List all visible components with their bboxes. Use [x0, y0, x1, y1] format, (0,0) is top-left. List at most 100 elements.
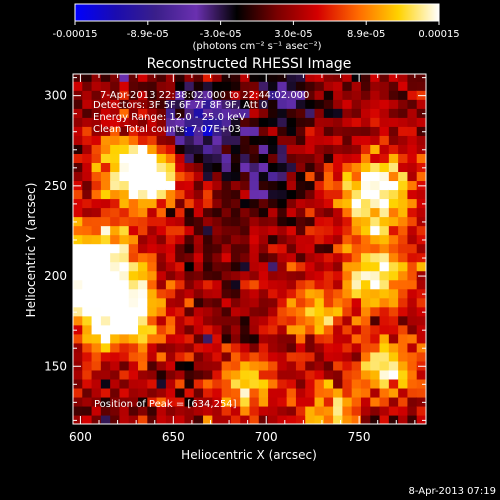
heatmap-cell — [175, 396, 186, 407]
heatmap-cell — [416, 333, 426, 344]
heatmap-cell — [119, 108, 130, 118]
heatmap-cell — [295, 270, 306, 281]
heatmap-cell — [175, 198, 186, 209]
colorbar-tick-label: 3.0e-05 — [274, 29, 312, 40]
heatmap-cell — [286, 117, 297, 127]
heatmap-cell — [230, 126, 241, 136]
heatmap-cell — [398, 324, 409, 335]
heatmap-cell — [398, 117, 409, 127]
heatmap-cell — [128, 144, 139, 154]
heatmap-cell — [119, 81, 130, 91]
heatmap-cell — [398, 135, 409, 145]
heatmap-cell — [370, 279, 381, 290]
heatmap-cell — [286, 306, 297, 317]
heatmap-cell — [203, 180, 213, 191]
heatmap-cell — [91, 306, 102, 317]
heatmap-cell — [286, 90, 297, 100]
heatmap-cell — [230, 279, 241, 290]
heatmap-cell — [388, 126, 399, 136]
heatmap-cell — [379, 369, 390, 380]
heatmap-cell — [147, 171, 158, 182]
heatmap-cell — [230, 297, 241, 308]
heatmap-cell — [203, 351, 213, 362]
heatmap-cell — [175, 234, 186, 245]
heatmap-cell — [286, 297, 297, 308]
heatmap-cell — [119, 396, 130, 407]
heatmap-cell — [249, 189, 260, 200]
heatmap-cell — [323, 207, 334, 218]
heatmap-cell — [82, 252, 93, 263]
heatmap-cell — [110, 351, 121, 362]
heatmap-cell — [333, 99, 343, 109]
heatmap-cell — [82, 189, 93, 200]
heatmap-cell — [407, 288, 418, 299]
heatmap-cell — [388, 81, 399, 91]
heatmap-cell — [295, 153, 306, 164]
heatmap-cell — [100, 216, 111, 227]
heatmap-cell — [193, 378, 204, 389]
heatmap-cell — [388, 234, 399, 245]
heatmap-cell — [305, 324, 316, 335]
heatmap-cell — [193, 108, 204, 118]
heatmap-cell — [73, 279, 83, 290]
heatmap-cell — [184, 117, 195, 127]
heatmap-cell — [110, 324, 121, 335]
heatmap-cell — [416, 387, 426, 398]
heatmap-cell — [230, 198, 241, 209]
heatmap-cell — [398, 360, 409, 371]
heatmap-cell — [333, 252, 343, 263]
heatmap-cell — [138, 261, 148, 272]
heatmap-cell — [147, 288, 158, 299]
heatmap-cell — [314, 180, 325, 191]
heatmap-cell — [379, 207, 390, 218]
heatmap-cell — [295, 378, 306, 389]
heatmap-cell — [82, 324, 93, 335]
heatmap-cell — [119, 225, 130, 236]
heatmap-cell — [230, 333, 241, 344]
heatmap-cell — [295, 74, 306, 82]
heatmap-cell — [212, 342, 223, 353]
heatmap-cell — [110, 153, 121, 164]
heatmap-cell — [138, 180, 148, 191]
heatmap-cell — [277, 315, 288, 326]
heatmap-cell — [73, 360, 83, 371]
heatmap-cell — [342, 405, 353, 416]
heatmap-cell — [249, 288, 260, 299]
heatmap-cell — [110, 414, 121, 424]
heatmap-cell — [295, 126, 306, 136]
heatmap-cell — [398, 279, 409, 290]
heatmap-cell — [314, 225, 325, 236]
heatmap-cell — [212, 396, 223, 407]
heatmap-cell — [323, 180, 334, 191]
heatmap-cell — [212, 405, 223, 416]
heatmap-cell — [249, 144, 260, 154]
heatmap-cell — [360, 117, 371, 127]
heatmap-cell — [100, 252, 111, 263]
heatmap-cell — [221, 396, 232, 407]
heatmap-cell — [147, 81, 158, 91]
heatmap-cell — [305, 108, 316, 118]
heatmap-cell — [110, 315, 121, 326]
heatmap-cell — [119, 315, 130, 326]
heatmap-cell — [91, 162, 102, 173]
heatmap-cell — [379, 135, 390, 145]
heatmap-cell — [323, 396, 334, 407]
heatmap-cell — [110, 243, 121, 254]
heatmap-cell — [379, 288, 390, 299]
heatmap-cell — [147, 162, 158, 173]
heatmap-cell — [212, 207, 223, 218]
heatmap-cell — [128, 117, 139, 127]
heatmap-cell — [342, 207, 353, 218]
heatmap-cell — [360, 342, 371, 353]
heatmap-cell — [156, 387, 167, 398]
heatmap-cell — [82, 117, 93, 127]
heatmap-cell — [165, 261, 176, 272]
heatmap-cell — [165, 135, 176, 145]
heatmap-cell — [277, 81, 288, 91]
heatmap-cell — [407, 333, 418, 344]
heatmap-cell — [333, 207, 343, 218]
heatmap-cell — [323, 333, 334, 344]
heatmap-cell — [240, 225, 251, 236]
annotation-line: 7-Apr-2013 22:38:02.000 to 22:44:02.000 — [100, 90, 309, 101]
